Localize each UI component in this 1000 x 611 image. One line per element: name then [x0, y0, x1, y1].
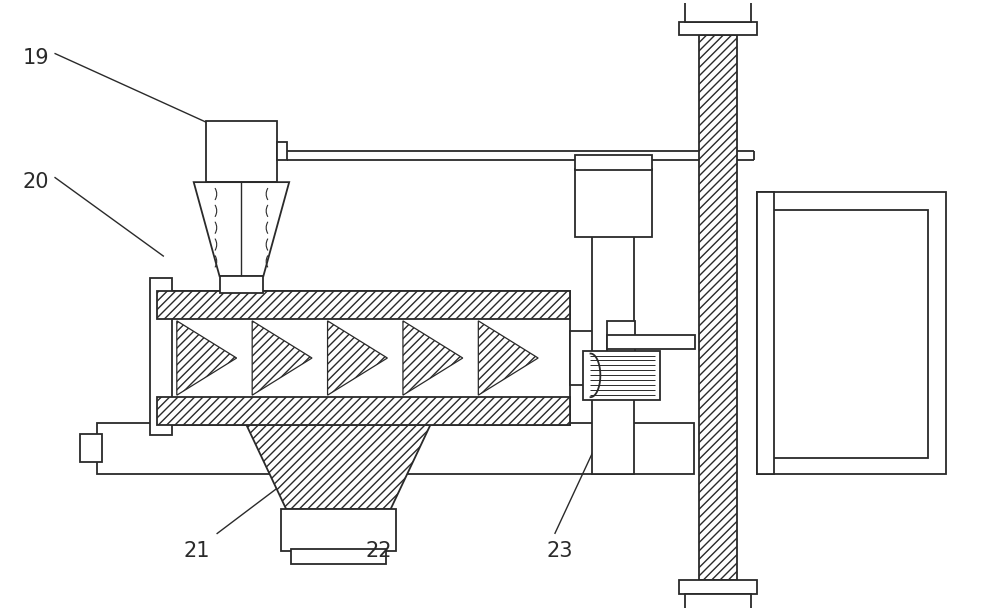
- Bar: [570, 331, 607, 386]
- Text: 19: 19: [23, 48, 49, 68]
- Bar: [206, 121, 277, 182]
- Bar: [150, 278, 172, 435]
- Text: 21: 21: [183, 541, 210, 561]
- Bar: [773, 210, 928, 458]
- Bar: [277, 142, 287, 160]
- Polygon shape: [478, 321, 538, 395]
- Bar: [607, 335, 695, 349]
- Bar: [679, 21, 757, 35]
- Bar: [699, 35, 737, 580]
- Bar: [757, 192, 774, 475]
- Polygon shape: [246, 425, 430, 509]
- Bar: [685, 2, 751, 21]
- Bar: [679, 0, 757, 2]
- Bar: [157, 291, 570, 425]
- Bar: [80, 434, 102, 461]
- Polygon shape: [177, 321, 237, 395]
- Bar: [291, 549, 386, 563]
- Bar: [607, 321, 635, 353]
- Bar: [157, 291, 570, 319]
- Bar: [583, 351, 660, 400]
- Bar: [592, 167, 634, 475]
- Text: 23: 23: [546, 541, 573, 561]
- Bar: [157, 397, 570, 425]
- Bar: [679, 580, 757, 595]
- Polygon shape: [328, 321, 387, 395]
- Bar: [685, 595, 751, 610]
- Bar: [757, 192, 946, 475]
- Text: 20: 20: [23, 172, 49, 192]
- Bar: [575, 169, 652, 236]
- Bar: [281, 509, 396, 551]
- Bar: [220, 276, 263, 293]
- Polygon shape: [403, 321, 463, 395]
- Text: 22: 22: [365, 541, 392, 561]
- Polygon shape: [252, 321, 312, 395]
- Bar: [97, 423, 694, 475]
- Polygon shape: [194, 182, 289, 276]
- Bar: [575, 155, 652, 170]
